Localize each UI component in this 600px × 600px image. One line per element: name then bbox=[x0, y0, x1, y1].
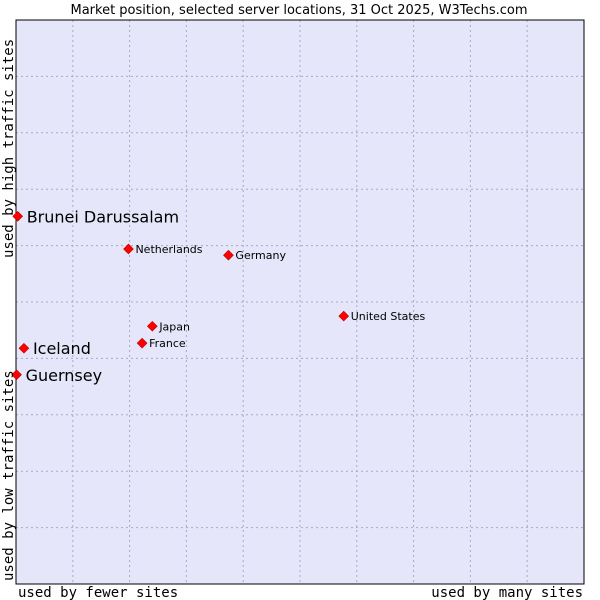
point-marker-germany bbox=[223, 249, 234, 261]
point-label-united-states: United States bbox=[351, 310, 426, 323]
y-axis-label-low: used by low traffic sites bbox=[1, 370, 17, 581]
data-points: Brunei Darussalam Netherlands Germany Unite… bbox=[11, 207, 426, 385]
point-label-guernsey: Guernsey bbox=[26, 366, 102, 385]
point-label-germany: Germany bbox=[235, 249, 286, 262]
point-label-france: France bbox=[149, 337, 186, 350]
point-marker-brunei-darussalam bbox=[12, 210, 24, 222]
point-marker-japan bbox=[147, 320, 158, 332]
grid-lines bbox=[16, 20, 584, 584]
y-axis-label-high: used by high traffic sites bbox=[1, 39, 17, 258]
point-marker-united-states bbox=[338, 310, 350, 322]
plot-border bbox=[15, 19, 585, 585]
point-label-brunei-darussalam: Brunei Darussalam bbox=[27, 207, 179, 226]
point-marker-france bbox=[136, 337, 148, 349]
chart-title: Market position, selected server locatio… bbox=[70, 3, 527, 18]
x-axis-label-high: used by many sites bbox=[431, 585, 583, 600]
point-label-japan: Japan bbox=[158, 320, 190, 333]
point-marker-guernsey bbox=[11, 369, 22, 381]
x-axis-label-low: used by fewer sites bbox=[18, 585, 178, 600]
point-marker-netherlands bbox=[123, 243, 134, 255]
point-label-iceland: Iceland bbox=[33, 339, 91, 358]
point-label-netherlands: Netherlands bbox=[135, 243, 202, 256]
point-marker-iceland bbox=[18, 342, 30, 354]
